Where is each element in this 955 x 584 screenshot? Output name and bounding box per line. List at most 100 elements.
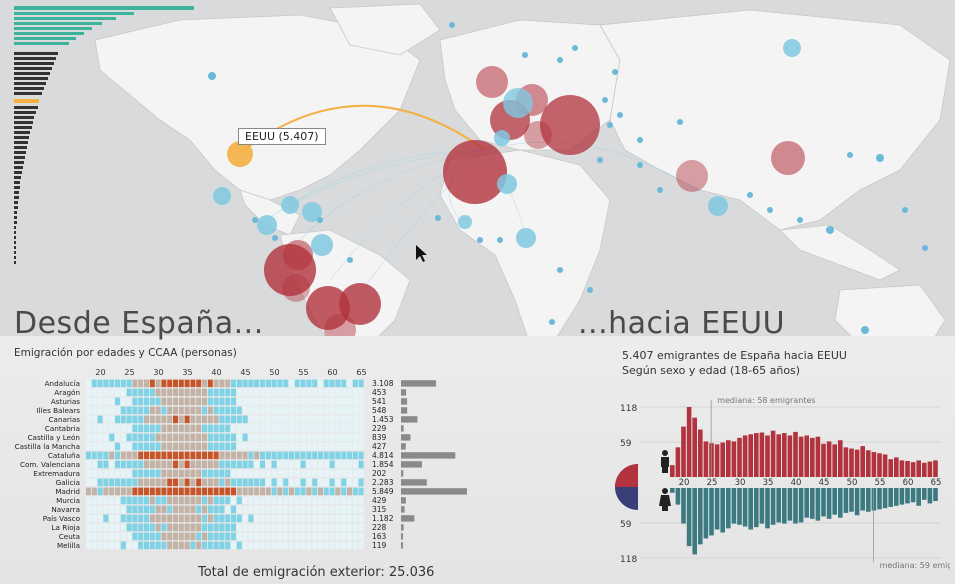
heatmap-cell bbox=[260, 451, 265, 460]
heatmap-cell bbox=[352, 523, 358, 532]
male-bar bbox=[770, 430, 776, 477]
heatmap-cell bbox=[329, 388, 335, 397]
heatmap-cell bbox=[347, 523, 352, 532]
heatmap-cell bbox=[207, 406, 213, 415]
heatmap-cell bbox=[271, 433, 277, 442]
heatmap-cell bbox=[190, 532, 196, 541]
heatmap-cell bbox=[184, 523, 190, 532]
heatmap-cell bbox=[300, 496, 306, 505]
heatmap-x-tick: 20 bbox=[95, 368, 105, 377]
heatmap-cell bbox=[236, 415, 242, 424]
bubble-guinea bbox=[458, 215, 472, 229]
heatmap-cell bbox=[318, 532, 323, 541]
heatmap-cell bbox=[207, 469, 213, 478]
male-bar bbox=[675, 447, 681, 477]
heatmap-cell bbox=[132, 496, 138, 505]
heatmap-cell bbox=[312, 415, 318, 424]
heatmap-cell bbox=[91, 451, 97, 460]
heatmap-cell bbox=[149, 541, 155, 550]
heatmap-cell bbox=[149, 424, 155, 433]
heatmap-cell bbox=[283, 541, 289, 550]
heatmap-cell bbox=[306, 541, 312, 550]
heatmap-cell bbox=[335, 523, 341, 532]
male-bar bbox=[905, 460, 910, 477]
heatmap-cell bbox=[260, 478, 265, 487]
heatmap-cell bbox=[184, 505, 190, 514]
pyramid-x-ticks: 20 25 30 35 40 45 50 55 60 65 bbox=[679, 478, 942, 488]
heatmap-cell bbox=[260, 433, 265, 442]
heatmap-cell bbox=[335, 496, 341, 505]
heatmap-cell bbox=[318, 379, 323, 388]
heatmap-cell bbox=[132, 397, 138, 406]
heatmap-cell bbox=[306, 406, 312, 415]
heatmap-cell bbox=[196, 460, 202, 469]
heatmap-cell bbox=[149, 469, 155, 478]
heatmap-cell bbox=[207, 397, 213, 406]
heatmap-cell bbox=[167, 415, 173, 424]
heatmap-cell bbox=[144, 541, 149, 550]
heatmap-cell bbox=[260, 442, 265, 451]
female-bar bbox=[748, 488, 753, 530]
heatmap-row-label: Asturias bbox=[51, 397, 80, 406]
heatmap-cell bbox=[97, 406, 103, 415]
heatmap-cell bbox=[294, 505, 300, 514]
heatmap-cell bbox=[161, 433, 167, 442]
heatmap-cell bbox=[202, 514, 207, 523]
heatmap-cell bbox=[248, 379, 254, 388]
heatmap-cell bbox=[312, 478, 318, 487]
heatmap-cell bbox=[213, 424, 219, 433]
heatmap-cell bbox=[184, 424, 190, 433]
heatmap-cell bbox=[277, 424, 283, 433]
heatmap-cell bbox=[242, 541, 248, 550]
heatmap-cell bbox=[196, 478, 202, 487]
heatmap-cell bbox=[248, 541, 254, 550]
heatmap-cell bbox=[335, 469, 341, 478]
heatmap-cell bbox=[173, 406, 178, 415]
heatmap-cell bbox=[167, 514, 173, 523]
heatmap-cell bbox=[91, 532, 97, 541]
heatmap-cell bbox=[115, 469, 120, 478]
heatmap-x-tick: 65 bbox=[356, 368, 366, 377]
heatmap-cell bbox=[184, 460, 190, 469]
heatmap-cell bbox=[103, 424, 109, 433]
heatmap-cell bbox=[149, 406, 155, 415]
heatmap-cell bbox=[202, 532, 207, 541]
heatmap-cell bbox=[260, 541, 265, 550]
heatmap-cell bbox=[231, 406, 236, 415]
heatmap-cell bbox=[115, 415, 120, 424]
male-bar bbox=[866, 450, 871, 477]
female-bar bbox=[877, 488, 882, 510]
heatmap-cell bbox=[265, 424, 271, 433]
male-icon bbox=[661, 450, 669, 473]
heatmap-cell bbox=[173, 397, 178, 406]
heatmap-bars bbox=[401, 380, 467, 549]
heatmap-cell bbox=[184, 532, 190, 541]
heatmap-cell bbox=[248, 442, 254, 451]
heatmap-cell bbox=[138, 469, 144, 478]
heatmap-cell bbox=[167, 478, 173, 487]
heatmap-cell bbox=[155, 406, 161, 415]
heatmap-cell bbox=[138, 478, 144, 487]
heatmap-cell bbox=[225, 433, 231, 442]
heatmap-cell bbox=[329, 415, 335, 424]
heatmap-cell bbox=[190, 469, 196, 478]
heatmap-cell bbox=[312, 406, 318, 415]
heatmap-row-value: 427 bbox=[372, 442, 387, 451]
heatmap-cell bbox=[190, 460, 196, 469]
heatmap-cell bbox=[97, 505, 103, 514]
heatmap-cell bbox=[97, 523, 103, 532]
heatmap-cell bbox=[173, 460, 178, 469]
female-bar bbox=[888, 488, 893, 507]
female-bars bbox=[670, 488, 938, 555]
heatmap-cell bbox=[167, 379, 173, 388]
heatmap-cell bbox=[103, 532, 109, 541]
heatmap-cell bbox=[341, 379, 347, 388]
heatmap-cell bbox=[207, 505, 213, 514]
heatmap-cell bbox=[86, 397, 91, 406]
male-bar bbox=[759, 432, 765, 477]
heatmap-cell bbox=[144, 532, 149, 541]
heatmap-cell bbox=[231, 487, 236, 496]
heatmap-cell bbox=[283, 514, 289, 523]
heatmap-cell bbox=[312, 523, 318, 532]
bubble-russia bbox=[783, 39, 801, 57]
